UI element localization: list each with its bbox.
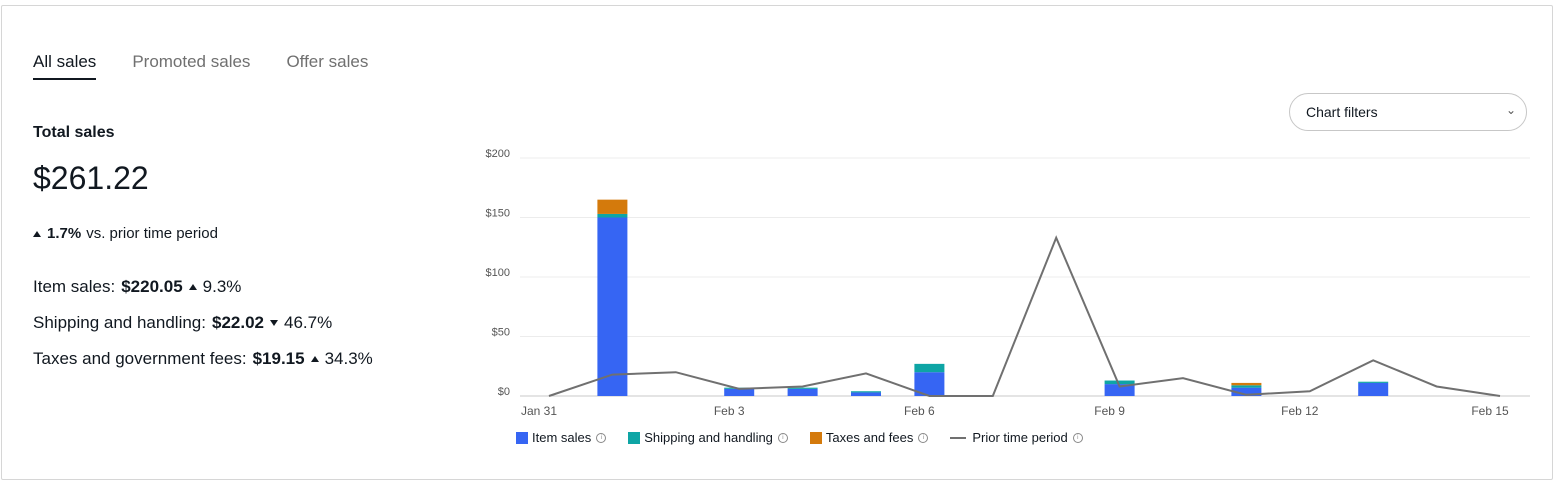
up-arrow-icon [188,284,197,290]
legend-item-sales[interactable]: Item sales i [516,430,607,445]
taxes-swatch [809,431,822,444]
legend-shipping[interactable]: Shipping and handling i [628,430,788,445]
chart-legend: Item sales i Shipping and handling i Tax… [516,430,1105,445]
tab-promoted-sales[interactable]: Promoted sales [132,52,251,71]
total-sales-label: Total sales [33,124,115,141]
up-arrow-icon [310,356,319,362]
metric-taxes: Taxes and government fees: $19.15 34.3% [33,349,373,369]
legend-label: Taxes and fees [825,430,914,445]
chart-filters-label: Chart filters [1306,104,1378,120]
change-text: vs. prior time period [86,225,218,242]
metric-label: Item sales: [33,277,116,296]
total-sales-value: $261.22 [33,160,149,196]
change-percent: 1.7% [47,225,82,242]
metric-value: $220.05 [121,277,183,296]
legend-label: Prior time period [972,430,1068,445]
shipping-swatch [628,431,641,444]
legend-label: Shipping and handling [644,430,773,445]
down-arrow-icon [269,320,278,326]
metric-shipping: Shipping and handling: $22.02 46.7% [33,313,332,333]
metric-change: 9.3% [202,277,242,296]
info-icon[interactable]: i [1072,432,1083,443]
metric-value: $22.02 [211,313,264,332]
sales-tabs: All sales Promoted sales Offer sales [33,52,404,80]
tab-all-sales[interactable]: All sales [33,52,97,80]
metric-label: Taxes and government fees: [33,349,247,368]
metric-change: 34.3% [324,349,373,368]
metric-value: $19.15 [252,349,305,368]
total-change: 1.7% vs. prior time period [33,225,218,242]
legend-label: Item sales [532,430,592,445]
prior-line-swatch [950,436,967,439]
up-arrow-icon [33,230,41,237]
legend-prior[interactable]: Prior time period i [950,430,1083,445]
info-icon[interactable]: i [596,432,607,443]
tab-offer-sales[interactable]: Offer sales [286,52,369,71]
item-sales-swatch [516,431,528,444]
chevron-down-icon: ⌄ [1505,103,1516,117]
metric-change: 46.7% [283,313,333,332]
metric-label: Shipping and handling: [33,313,206,332]
info-icon[interactable]: i [777,432,788,443]
legend-taxes[interactable]: Taxes and fees i [809,430,929,445]
metric-item-sales: Item sales: $220.05 9.3% [33,277,241,297]
info-icon[interactable]: i [918,432,929,443]
chart-filters-dropdown[interactable]: Chart filters ⌄ [1289,93,1527,131]
